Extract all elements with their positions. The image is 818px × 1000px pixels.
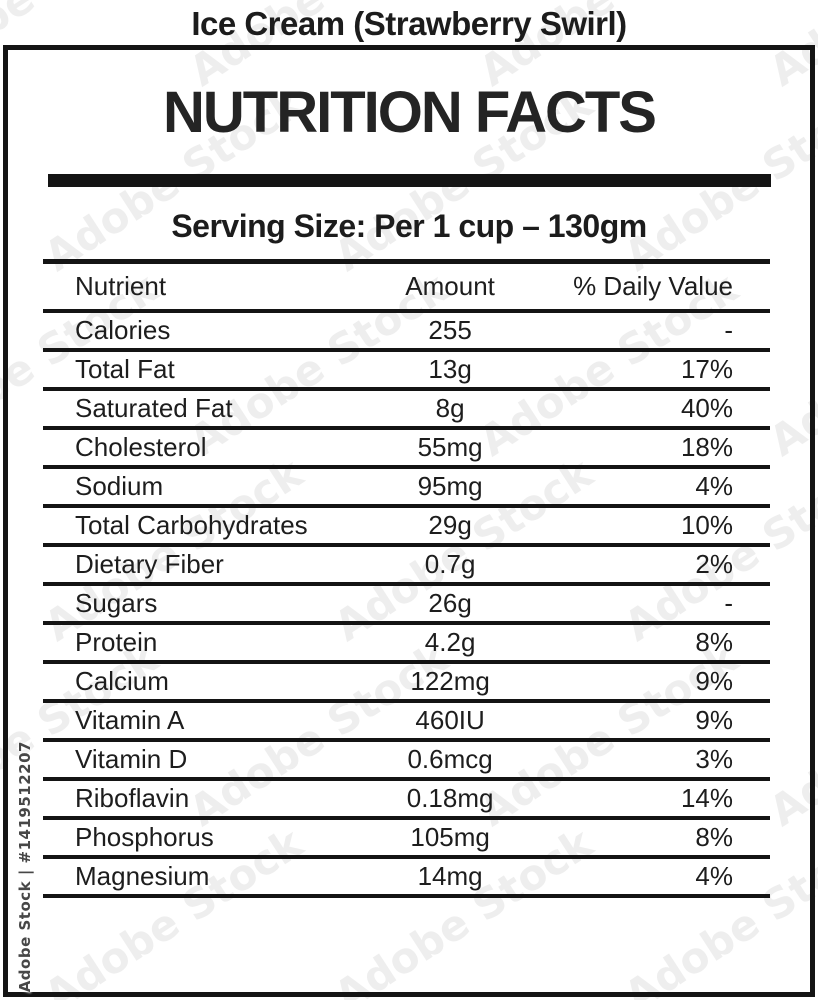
header-amount: Amount [405, 271, 495, 301]
nutrient-name: Calcium [75, 666, 169, 696]
nutrient-amount: 14mg [417, 861, 483, 891]
table-row: Calories 255 - [43, 313, 770, 352]
nutrient-daily-value: 8% [695, 627, 733, 657]
nutrient-amount: 13g [428, 354, 472, 384]
header-daily-value: % Daily Value [573, 271, 733, 301]
nutrient-name: Saturated Fat [75, 393, 233, 423]
nutrient-name: Vitamin A [75, 705, 185, 735]
table-body: Calories 255 - Total Fat 13g 17% Saturated Fat… [43, 313, 770, 898]
nutrient-amount: 460IU [415, 705, 485, 735]
nutrient-amount: 4.2g [424, 627, 476, 657]
table-row: Protein 4.2g 8% [43, 625, 770, 664]
nutrition-facts-heading: NUTRITION FACTS [163, 80, 657, 145]
nutrient-name: Sugars [75, 588, 158, 618]
nutrition-table: Nutrient Amount % Daily Value Calories 25… [43, 259, 770, 898]
table-row: Calcium 122mg 9% [43, 664, 770, 703]
nutrient-amount: 95mg [417, 471, 483, 501]
nutrient-name: Total Carbohydrates [75, 510, 308, 540]
nutrient-amount: 8g [435, 393, 465, 423]
nutrient-name: Protein [75, 627, 158, 657]
nutrient-name: Riboflavin [75, 783, 190, 813]
product-title: Ice Cream (Strawberry Swirl) [191, 5, 627, 42]
table-row: Phosphorus 105mg 8% [43, 820, 770, 859]
nutrition-facts-panel: NUTRITION FACTS Serving Size: Per 1 cup … [3, 45, 815, 997]
serving-size-text: Serving Size: Per 1 cup – 130gm [171, 208, 647, 244]
nutrient-amount: 0.6mcg [407, 744, 493, 774]
stock-id-watermark: Adobe Stock | #1419512207 [16, 740, 34, 992]
nutrient-amount: 105mg [410, 822, 490, 852]
nutrient-daily-value: 10% [680, 510, 733, 540]
nutrient-daily-value: 17% [680, 354, 733, 384]
nutrient-daily-value: - [724, 315, 733, 345]
table-row: Saturated Fat 8g 40% [43, 391, 770, 430]
table-row: Sodium 95mg 4% [43, 469, 770, 508]
nutrient-name: Dietary Fiber [75, 549, 224, 579]
table-row: Riboflavin 0.18mg 14% [43, 781, 770, 820]
table-row: Dietary Fiber 0.7g 2% [43, 547, 770, 586]
nutrient-daily-value: 3% [695, 744, 733, 774]
nutrient-amount: 0.18mg [406, 783, 494, 813]
header-nutrient: Nutrient [75, 271, 167, 301]
table-header-row: Nutrient Amount % Daily Value [43, 264, 770, 313]
nutrient-daily-value: 4% [695, 471, 733, 501]
nutrient-name: Phosphorus [75, 822, 214, 852]
nutrient-daily-value: 8% [695, 822, 733, 852]
table-row: Sugars 26g - [43, 586, 770, 625]
divider-bar [47, 174, 771, 187]
nutrient-daily-value: 9% [695, 666, 733, 696]
table-row: Vitamin A 460IU 9% [43, 703, 770, 742]
nutrient-daily-value: 4% [695, 861, 733, 891]
nutrient-amount: 255 [428, 315, 472, 345]
nutrient-name: Magnesium [75, 861, 210, 891]
nutrient-daily-value: 14% [680, 783, 733, 813]
nutrient-name: Vitamin D [75, 744, 188, 774]
table-row: Cholesterol 55mg 18% [43, 430, 770, 469]
nutrient-name: Total Fat [75, 354, 175, 384]
nutrient-amount: 26g [428, 588, 472, 618]
nutrient-amount: 55mg [417, 432, 483, 462]
nutrient-name: Sodium [75, 471, 164, 501]
nutrient-amount: 29g [428, 510, 472, 540]
nutrient-amount: 122mg [410, 666, 490, 696]
nutrient-daily-value: - [724, 588, 733, 618]
nutrient-amount: 0.7g [424, 549, 476, 579]
nutrient-daily-value: 40% [680, 393, 733, 423]
table-row: Total Fat 13g 17% [43, 352, 770, 391]
table-row: Total Carbohydrates 29g 10% [43, 508, 770, 547]
table-row: Magnesium 14mg 4% [43, 859, 770, 898]
nutrient-name: Calories [75, 315, 171, 345]
nutrient-name: Cholesterol [75, 432, 207, 462]
nutrient-daily-value: 2% [695, 549, 733, 579]
nutrient-daily-value: 18% [680, 432, 733, 462]
nutrient-daily-value: 9% [695, 705, 733, 735]
table-row: Vitamin D 0.6mcg 3% [43, 742, 770, 781]
